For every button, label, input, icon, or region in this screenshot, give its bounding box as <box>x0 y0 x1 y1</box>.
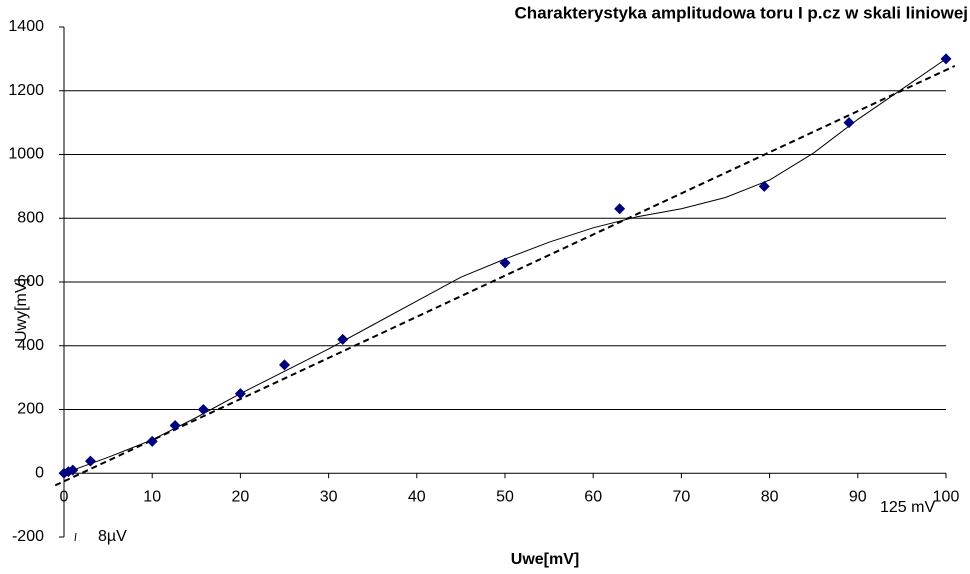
point <box>940 53 952 65</box>
y-tick-label: -200 <box>12 528 44 545</box>
y-tick-label: 1000 <box>8 146 44 163</box>
annotation: 125 mV <box>880 499 935 516</box>
point <box>499 257 511 269</box>
y-tick-label: 800 <box>17 209 44 226</box>
x-tick-label: 30 <box>320 488 338 505</box>
trend-line <box>54 64 956 487</box>
y-tick-label: 200 <box>17 401 44 418</box>
point <box>234 388 246 400</box>
x-axis-label: Uwe[mV] <box>511 551 579 568</box>
x-tick-label: 10 <box>143 488 161 505</box>
chart-title: Charakterystyka amplitudowa toru I p.cz … <box>515 3 968 22</box>
point <box>614 203 626 215</box>
x-tick-label: 60 <box>584 488 602 505</box>
annotation: 8µV <box>98 528 127 545</box>
point <box>197 404 209 415</box>
point <box>758 180 770 192</box>
point <box>67 464 79 476</box>
x-tick-label: 40 <box>408 488 426 505</box>
x-tick-label: 0 <box>60 488 69 505</box>
point <box>843 117 855 129</box>
x-tick-label: 70 <box>673 488 691 505</box>
point <box>279 359 290 371</box>
x-tick-label: 20 <box>232 488 250 505</box>
y-axis-label: Uwy[mV] <box>13 278 30 342</box>
x-tick-label: 80 <box>761 488 779 505</box>
x-tick-label: 50 <box>496 488 514 505</box>
point <box>84 455 96 467</box>
y-tick-label: 1400 <box>8 18 44 35</box>
annotation-tick <box>74 532 77 542</box>
y-tick-label: 600 <box>17 273 44 290</box>
point <box>169 419 181 431</box>
x-tick-label: 100 <box>933 488 960 505</box>
point <box>146 435 158 447</box>
y-tick-label: 0 <box>35 464 44 481</box>
point <box>337 333 349 345</box>
y-tick-label: 1200 <box>8 82 44 99</box>
x-tick-label: 90 <box>849 488 867 505</box>
y-tick-label: 400 <box>17 337 44 354</box>
